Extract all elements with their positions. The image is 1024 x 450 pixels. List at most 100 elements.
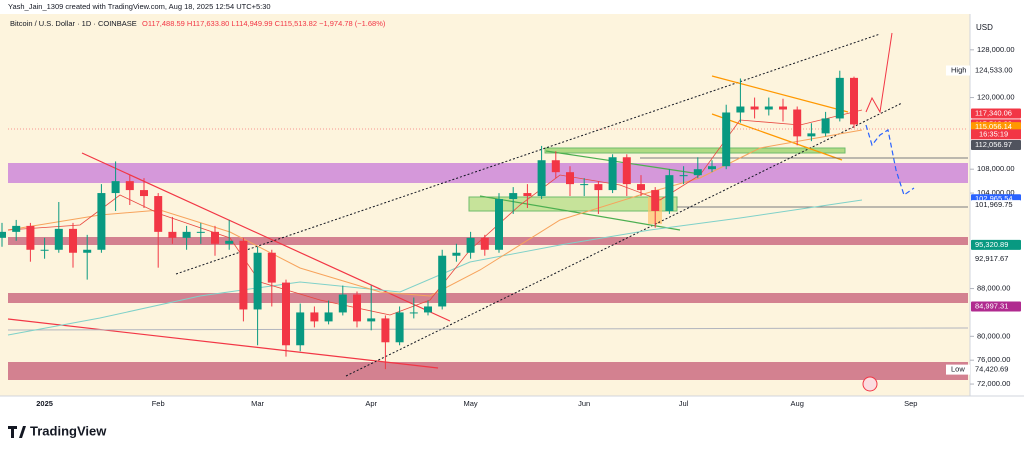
candles xyxy=(0,70,858,370)
candle-body xyxy=(395,312,404,343)
candle-body xyxy=(196,231,205,233)
price-label-name-box xyxy=(946,364,970,375)
candle-body xyxy=(239,240,248,310)
candle-body xyxy=(324,312,333,322)
candle-body xyxy=(409,312,418,314)
candle-body xyxy=(665,175,674,211)
price-label: 115,056.14 xyxy=(975,122,1012,131)
price-label-box xyxy=(971,65,1021,76)
zone xyxy=(8,362,968,380)
candle-body xyxy=(693,169,702,176)
candle-body xyxy=(282,282,290,346)
candle-body xyxy=(821,118,830,134)
price-label: 74,420.69 xyxy=(975,365,1008,374)
price-label: 101,969.75 xyxy=(975,200,1013,209)
candle-body xyxy=(708,166,716,170)
x-tick-label: Sep xyxy=(904,399,917,408)
candle-body xyxy=(850,77,858,125)
x-tick-label: Jul xyxy=(679,399,689,408)
candle-body xyxy=(97,193,106,250)
candle-body xyxy=(26,225,35,250)
candle-body xyxy=(807,133,816,137)
candle-body xyxy=(764,106,773,110)
candle-body xyxy=(253,252,262,310)
x-tick-label: Apr xyxy=(365,399,377,408)
countdown: 16:35:19 xyxy=(979,129,1008,138)
candle-body xyxy=(111,181,120,194)
price-label-box xyxy=(971,108,1021,119)
candle-body xyxy=(736,106,745,113)
price-label-box xyxy=(971,200,1021,211)
candle-body xyxy=(211,231,219,244)
candle-body xyxy=(580,184,589,186)
candle-body xyxy=(182,231,191,238)
y-tick-label: 108,000.00 xyxy=(977,164,1015,173)
candle-body xyxy=(125,181,134,191)
range-box xyxy=(468,196,678,212)
price-label: 95,320.89 xyxy=(975,240,1008,249)
y-tick-label: 88,000.00 xyxy=(977,284,1010,293)
x-tick-label: Jun xyxy=(578,399,590,408)
candle-body xyxy=(466,237,475,253)
flag-line xyxy=(711,75,849,113)
logo: TradingView xyxy=(8,423,107,438)
candle-body xyxy=(381,318,390,343)
supply-zone xyxy=(8,163,968,183)
candle-body xyxy=(12,225,21,232)
candle-body xyxy=(495,199,503,250)
candle-body xyxy=(523,193,532,197)
y-tick-label: 104,000.00 xyxy=(977,188,1015,197)
candle-body xyxy=(594,184,603,191)
price-label: 124,533.00 xyxy=(975,65,1013,74)
price-label-name: Low xyxy=(951,365,965,374)
candle-body xyxy=(679,175,688,177)
candle-body xyxy=(835,77,844,119)
x-tick-label: Aug xyxy=(791,399,804,408)
price-label: 102,965.54 xyxy=(975,194,1013,203)
candle-body xyxy=(566,172,574,185)
candle-body xyxy=(480,237,489,250)
price-label-box xyxy=(971,254,1021,265)
y-tick-label: 128,000.00 xyxy=(977,45,1015,54)
candle-body xyxy=(637,184,645,191)
price-label: 112,056.97 xyxy=(975,140,1012,149)
projection-arrow xyxy=(865,32,893,114)
currency: USD xyxy=(976,23,993,32)
ohlc: O117,488.59 H117,633.80 L114,949.99 C115… xyxy=(142,19,386,28)
price-label-box xyxy=(971,364,1021,375)
brand: TradingView xyxy=(30,423,107,438)
candle-body xyxy=(424,306,432,313)
event-icon xyxy=(862,376,878,392)
zone xyxy=(8,293,968,303)
price-label-box xyxy=(971,139,1021,150)
candle-body xyxy=(793,109,802,137)
y-tick-label: 80,000.00 xyxy=(977,331,1010,340)
logo-mark xyxy=(8,426,26,438)
candle-body xyxy=(338,294,347,313)
price-label: 84,997.31 xyxy=(975,301,1008,310)
symbol: Bitcoin / U.S. Dollar · 1D · COINBASE xyxy=(10,19,137,28)
candle-body xyxy=(722,112,731,167)
candle-body xyxy=(310,312,319,322)
y-tick-label: 72,000.00 xyxy=(977,379,1010,388)
price-label-box xyxy=(971,301,1021,312)
candle-body xyxy=(154,196,163,232)
candle-body xyxy=(267,252,276,283)
candle-body xyxy=(69,228,77,253)
candle-body xyxy=(296,312,305,346)
range-box xyxy=(544,147,846,154)
x-tick-label: 2025 xyxy=(36,399,53,408)
price-label-box xyxy=(971,239,1021,250)
candle-body xyxy=(750,106,759,110)
candle-body xyxy=(608,157,617,191)
candle-body xyxy=(0,231,6,238)
moving-average xyxy=(7,109,863,316)
x-tick-label: Mar xyxy=(251,399,264,408)
candle-body xyxy=(452,252,461,256)
price-label-name: High xyxy=(951,65,966,74)
price-label: 92,917.67 xyxy=(975,254,1008,263)
projection-path xyxy=(865,124,915,196)
candle-body xyxy=(537,160,546,197)
candle-body xyxy=(779,106,787,110)
candle-body xyxy=(40,249,49,251)
